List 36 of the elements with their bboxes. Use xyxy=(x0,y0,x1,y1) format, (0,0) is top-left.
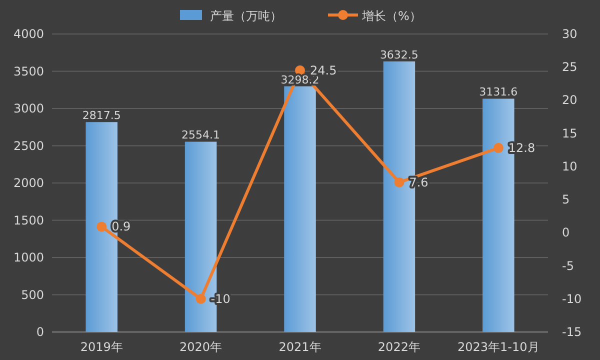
y-tick-label: 500 xyxy=(21,288,44,302)
y-tick-label: 2500 xyxy=(13,138,44,153)
data-label: 2817.5 xyxy=(82,109,121,122)
data-label: 24.5 xyxy=(310,63,337,78)
data-label: 3131.6 xyxy=(479,86,518,99)
y2-tick-label: -10 xyxy=(562,292,582,306)
x-tick-label: 2020年 xyxy=(180,340,222,354)
y-tick-label: 4000 xyxy=(13,27,44,41)
legend-label: 增长（%） xyxy=(361,9,422,23)
y2-tick-label: 20 xyxy=(562,93,578,108)
y-tick-label: 1500 xyxy=(13,213,44,228)
y2-tick-label: 5 xyxy=(562,192,570,207)
y2-tick-label: 0 xyxy=(562,226,570,240)
x-tick-label: 2023年1-10月 xyxy=(458,340,540,354)
point xyxy=(96,222,107,232)
y2-tick-label: 15 xyxy=(562,126,578,140)
y2-tick-label: 10 xyxy=(562,159,578,174)
y2-tick-label: 25 xyxy=(562,60,578,74)
data-label: 3632.5 xyxy=(380,48,418,62)
data-label: 2554.1 xyxy=(182,128,220,142)
y-tick-label: 3500 xyxy=(13,64,44,78)
y2-tick-label: -5 xyxy=(562,258,574,273)
legend-label: 产量（万吨） xyxy=(210,9,282,23)
point xyxy=(493,142,504,153)
y-tick-label: 1000 xyxy=(13,250,44,264)
x-tick-label: 2019年 xyxy=(80,340,123,354)
y2-tick-label: 30 xyxy=(562,27,578,41)
y-tick-label: 3000 xyxy=(13,102,44,116)
x-tick-label: 2022年 xyxy=(378,340,420,354)
y-tick-label: 2000 xyxy=(13,176,44,190)
bar xyxy=(284,86,316,332)
point xyxy=(196,294,206,304)
x-tick-label: 2021年 xyxy=(278,340,322,354)
point xyxy=(394,177,404,188)
y2-tick-label: -15 xyxy=(562,325,582,339)
y-tick-label: 0 xyxy=(36,325,44,339)
